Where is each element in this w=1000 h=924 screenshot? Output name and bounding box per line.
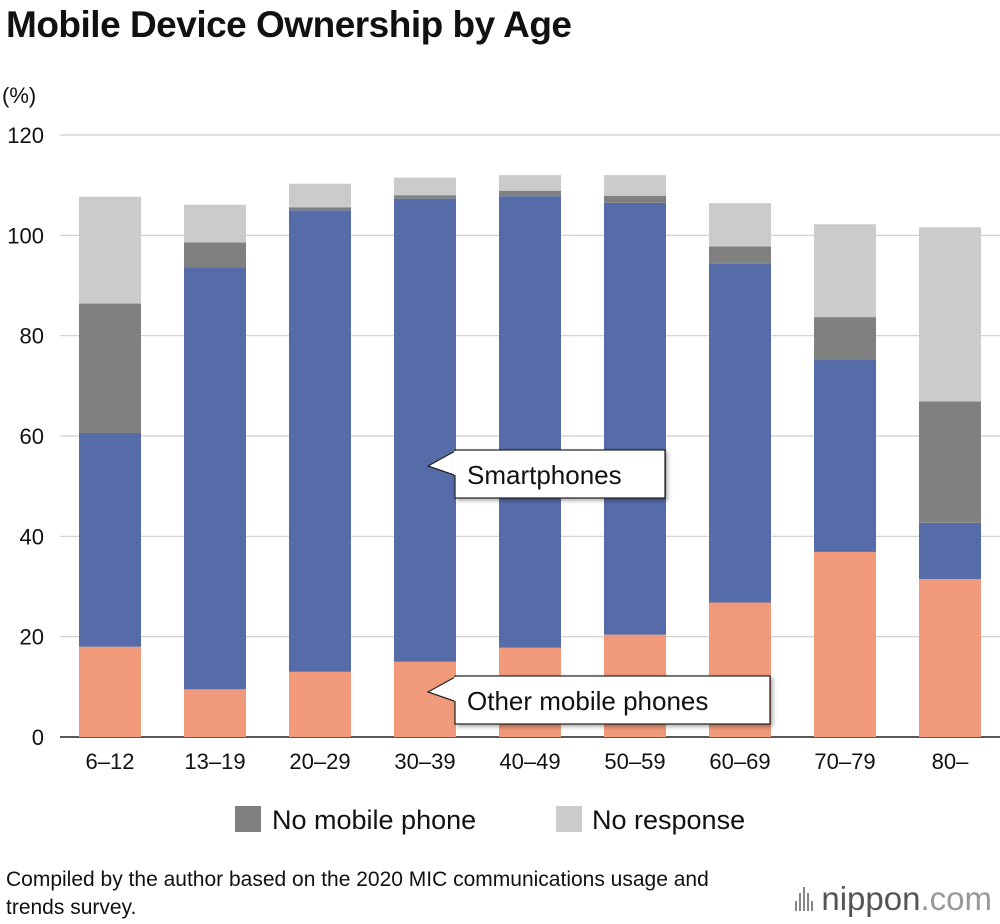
stacked-bar-chart: (%) 0 20 40 60 80 100 120 6–12 13–19 20–29 30–39 4… [2, 83, 1000, 835]
bar-no-mobile-phone-13-19 [184, 242, 246, 268]
bar-no-response-13-19 [184, 204, 246, 243]
legend: No mobile phone No response [235, 805, 745, 835]
bar-no-response-80 [919, 227, 981, 402]
bar-other-mobile-phones-13-19 [184, 689, 246, 737]
bar-smartphones-20-29 [289, 210, 351, 672]
x-tick-label: 60–69 [709, 749, 770, 774]
y-tick-label: 100 [7, 223, 44, 248]
y-tick-label: 0 [32, 725, 44, 750]
legend-swatch-no-mobile-phone [235, 806, 261, 832]
y-tick-label: 80 [20, 324, 44, 349]
bar-smartphones-80 [919, 522, 981, 579]
bar-other-mobile-phones-30-39 [394, 661, 456, 737]
x-tick-label: 30–39 [394, 749, 455, 774]
y-axis-unit-label: (%) [2, 83, 36, 108]
bar-no-response-70-79 [814, 224, 876, 318]
y-tick-label: 120 [7, 123, 44, 148]
bar-no-mobile-phone-80 [919, 401, 981, 523]
bar-smartphones-60-69 [709, 263, 771, 603]
x-tick-label: 80– [932, 749, 969, 774]
x-tick-label: 70–79 [814, 749, 875, 774]
brand-logo: nippon .com [795, 880, 992, 918]
legend-label-no-mobile-phone: No mobile phone [272, 805, 476, 835]
smartphones-callout-label: Smartphones [467, 460, 622, 490]
bar-smartphones-50-59 [604, 202, 666, 635]
other-mobile-callout-label: Other mobile phones [467, 686, 708, 716]
y-tick-label: 60 [20, 424, 44, 449]
bar-no-mobile-phone-40-49 [499, 190, 561, 197]
bar-no-response-6-12 [79, 196, 141, 304]
bar-no-mobile-phone-6-12 [79, 303, 141, 433]
bar-no-mobile-phone-60-69 [709, 246, 771, 264]
bar-smartphones-6-12 [79, 432, 141, 647]
bar-no-response-20-29 [289, 183, 351, 208]
other-mobile-callout: Other mobile phones [426, 674, 771, 725]
bar-no-mobile-phone-50-59 [604, 195, 666, 203]
bar-other-mobile-phones-6-12 [79, 646, 141, 737]
bar-other-mobile-phones-80 [919, 578, 981, 737]
bar-smartphones-30-39 [394, 198, 456, 662]
bar-no-mobile-phone-30-39 [394, 195, 456, 199]
x-tick-label: 13–19 [184, 749, 245, 774]
brand-name: nippon [821, 880, 921, 917]
bar-smartphones-40-49 [499, 196, 561, 648]
brand-suffix: .com [920, 880, 992, 917]
bar-no-mobile-phone-20-29 [289, 207, 351, 211]
x-tick-label: 50–59 [604, 749, 665, 774]
brand-mark-icon [795, 887, 814, 911]
chart-title: Mobile Device Ownership by Age [6, 4, 572, 45]
smartphones-callout: Smartphones [426, 448, 666, 499]
bar-smartphones-70-79 [814, 359, 876, 552]
bar-other-mobile-phones-20-29 [289, 671, 351, 737]
bar-no-response-60-69 [709, 203, 771, 247]
bar-smartphones-13-19 [184, 267, 246, 690]
bar-other-mobile-phones-70-79 [814, 551, 876, 737]
x-tick-label: 20–29 [289, 749, 350, 774]
legend-label-no-response: No response [592, 805, 745, 835]
y-tick-label: 40 [20, 524, 44, 549]
x-tick-label: 40–49 [499, 749, 560, 774]
x-tick-label: 6–12 [86, 749, 135, 774]
y-tick-label: 20 [20, 625, 44, 650]
source-note: Compiled by the author based on the 2020… [6, 868, 709, 919]
legend-swatch-no-response [556, 806, 582, 832]
bar-no-response-50-59 [604, 175, 666, 196]
bar-no-mobile-phone-70-79 [814, 317, 876, 360]
bar-no-response-40-49 [499, 175, 561, 191]
bar-no-response-30-39 [394, 177, 456, 196]
